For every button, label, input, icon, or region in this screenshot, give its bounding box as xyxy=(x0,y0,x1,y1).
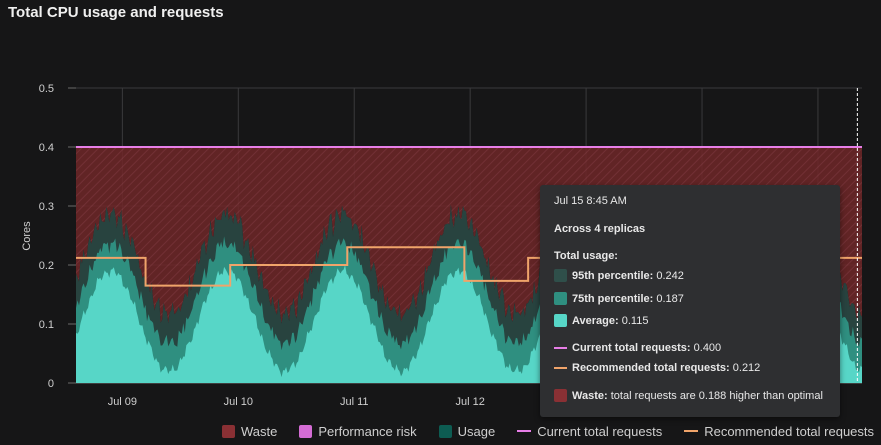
legend-item-recommended-requests[interactable]: Recommended total requests xyxy=(684,424,874,439)
y-tick-label: 0.2 xyxy=(39,260,54,272)
legend-label-performance-risk: Performance risk xyxy=(318,423,417,439)
y-axis: 0 0.1 0.2 0.3 0.4 0.5 xyxy=(39,83,76,390)
legend-item-usage[interactable]: Usage xyxy=(438,423,496,439)
recommended-requests-line xyxy=(76,246,862,287)
tooltip-p95-label: 95th percentile: xyxy=(572,269,654,282)
y-tick-label: 0.5 xyxy=(39,83,54,95)
legend-label-recommended-requests: Recommended total requests xyxy=(704,423,875,439)
current-requests-icon xyxy=(554,347,567,349)
tooltip-waste-text: total requests are 0.188 higher than opt… xyxy=(610,389,823,402)
legend-label-usage: Usage xyxy=(457,423,496,439)
waste-swatch-icon xyxy=(222,424,235,438)
tooltip-total-usage-label: Total usage: xyxy=(554,250,618,262)
tooltip-current-label: Current total requests: xyxy=(572,342,691,354)
y-tick-label: 0.1 xyxy=(39,319,54,331)
usage-swatch-icon xyxy=(438,424,452,438)
legend-item-performance-risk[interactable]: Performance risk xyxy=(299,423,417,439)
tooltip-p95-value: 0.242 xyxy=(656,269,684,282)
y-tick-label: 0.4 xyxy=(39,142,54,154)
current-requests-line-icon xyxy=(517,430,532,432)
hover-tooltip: Jul 15 8:45 AM Across 4 replicas Total u… xyxy=(540,185,840,417)
average-swatch-icon xyxy=(554,314,567,327)
x-tick-label: Jul 10 xyxy=(224,396,253,408)
performance-risk-swatch-icon xyxy=(299,424,313,438)
waste-icon xyxy=(554,389,567,402)
recommended-requests-line-icon xyxy=(684,430,699,432)
x-tick-label: Jul 09 xyxy=(108,396,137,408)
legend-item-current-requests[interactable]: Current total requests xyxy=(517,424,662,439)
legend-label-waste: Waste xyxy=(241,423,278,439)
tooltip-recommended-value: 0.212 xyxy=(732,362,761,374)
tooltip-waste-label: Waste: xyxy=(572,389,608,402)
tooltip-avg-label: Average: xyxy=(572,314,619,327)
p95-swatch-icon xyxy=(554,269,567,282)
tooltip-current-value: 0.400 xyxy=(693,342,722,354)
tooltip-p75-value: 0.187 xyxy=(656,292,684,305)
x-tick-label: Jul 11 xyxy=(340,396,369,408)
legend-label-current-requests: Current total requests xyxy=(537,423,663,439)
chart-title: Total CPU usage and requests xyxy=(8,4,224,21)
legend-item-waste[interactable]: Waste xyxy=(222,424,277,439)
y-axis-label: Cores xyxy=(21,221,33,251)
tooltip-avg-value: 0.115 xyxy=(621,314,649,327)
tooltip-p75-label: 75th percentile: xyxy=(572,292,654,305)
recommended-requests-icon xyxy=(554,367,567,369)
p75-swatch-icon xyxy=(554,292,567,305)
tooltip-replicas: Across 4 replicas xyxy=(554,223,646,235)
y-tick-label: 0 xyxy=(48,378,54,390)
tooltip-recommended-label: Recommended total requests: xyxy=(572,362,730,374)
tooltip-time: Jul 15 8:45 AM xyxy=(554,195,627,207)
x-tick-label: Jul 12 xyxy=(455,396,484,408)
chart-legend: Waste Performance risk Usage Current tot… xyxy=(222,421,874,441)
y-tick-label: 0.3 xyxy=(39,201,54,213)
